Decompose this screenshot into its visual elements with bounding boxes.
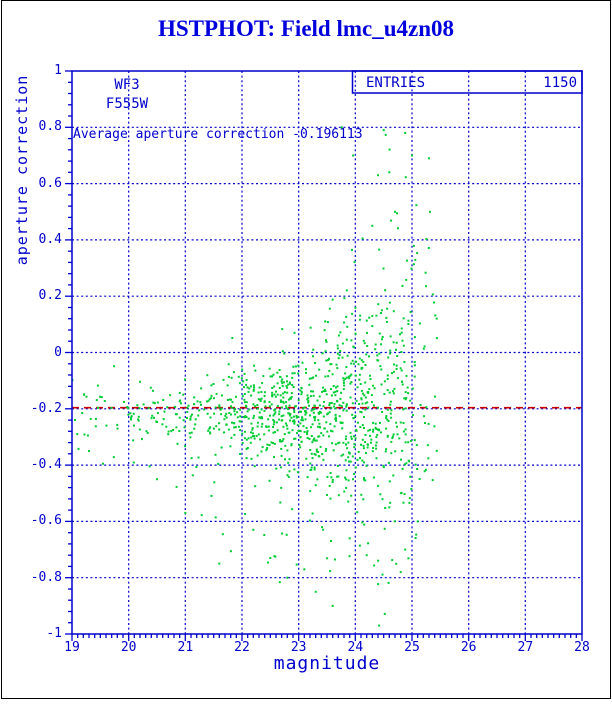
filter-label: F555W	[105, 96, 149, 112]
y-tick-label: -1	[46, 626, 62, 641]
entries-value: 1150	[543, 75, 577, 91]
x-tick-label: 26	[460, 640, 477, 655]
x-tick-label: 28	[574, 640, 590, 655]
y-tick-label: 0.6	[38, 175, 62, 191]
y-tick-labels: 1 0.8 0.6 0.4 0.2 0 -0.2 -0.4 -0.6 -0.8 -1	[0, 0, 62, 709]
x-tick-label: 23	[290, 640, 307, 655]
y-tick-label: 0.2	[38, 288, 62, 304]
x-tick-label: 22	[234, 640, 250, 655]
average-correction-text: Average aperture correction -0.196113	[73, 127, 363, 142]
y-tick-label: 0.8	[38, 119, 62, 135]
x-tick-label: 20	[120, 640, 137, 655]
page-title: HSTPHOT: Field lmc_u4zn08	[157, 16, 455, 41]
x-tick-label: 24	[347, 640, 364, 655]
x-tick-label: 21	[177, 640, 194, 655]
x-tick-label: 19	[64, 640, 80, 655]
detector-label: WF3	[114, 77, 140, 93]
y-tick-label: -0.2	[30, 400, 62, 416]
y-tick-label: -0.8	[30, 569, 62, 585]
y-tick-label: 0.4	[38, 231, 62, 247]
x-tick-label: 25	[404, 640, 420, 655]
x-axis-label: magnitude	[273, 653, 381, 674]
y-tick-label: -0.4	[30, 457, 62, 473]
y-tick-label: -0.6	[30, 513, 62, 529]
x-tick-labels: 19 20 21 22 23 24 25 26 27 28	[0, 640, 612, 656]
entries-label: ENTRIES	[366, 75, 426, 91]
y-tick-label: 1	[54, 63, 62, 78]
y-tick-label: 0	[54, 344, 62, 360]
x-tick-label: 27	[517, 640, 534, 655]
